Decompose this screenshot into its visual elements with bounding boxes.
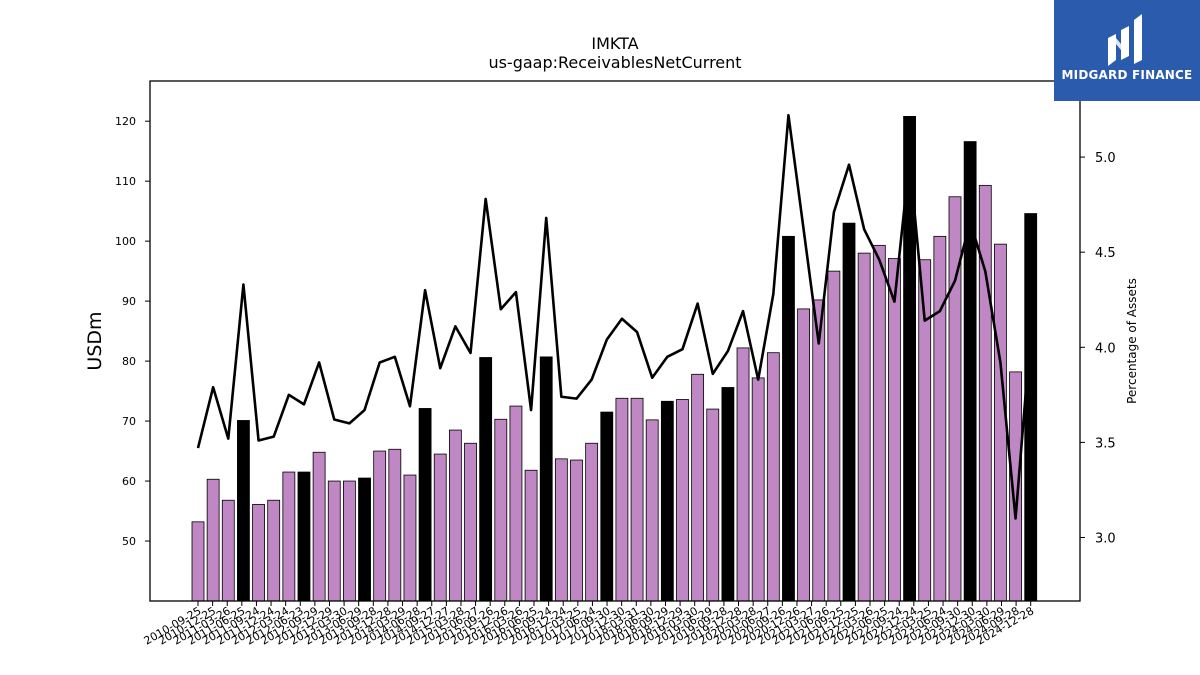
y2-axis-label: Percentage of Assets	[1125, 278, 1139, 404]
bar	[448, 429, 462, 602]
bar-highlight	[963, 141, 977, 602]
chart-subtitle: us-gaap:ReceivablesNetCurrent	[488, 53, 741, 72]
bar	[342, 480, 356, 602]
bar	[827, 270, 841, 602]
y2-tick-label: 3.0	[1095, 531, 1116, 546]
bar	[630, 397, 644, 602]
bar-highlight	[1024, 213, 1038, 602]
y2-axis: 3.0 3.5 4.0 4.5 5.0	[1080, 151, 1116, 546]
bar	[948, 196, 962, 602]
bar-highlight	[721, 387, 735, 602]
y-tick-label: 70	[122, 415, 136, 428]
y2-tick-label: 3.5	[1095, 436, 1116, 451]
bar	[978, 184, 992, 602]
percentage-line	[196, 113, 1032, 520]
bar	[509, 405, 523, 602]
bar	[312, 451, 326, 602]
y-tick-label: 60	[122, 475, 136, 488]
bar	[812, 299, 826, 602]
bar	[221, 499, 235, 602]
bar-highlight	[418, 408, 432, 602]
y-tick-label: 80	[122, 355, 136, 368]
bar	[994, 243, 1007, 602]
bar	[403, 474, 417, 602]
logo-text: MIDGARD FINANCE	[1061, 68, 1193, 82]
y-tick-label: 90	[122, 295, 136, 308]
bar	[872, 244, 886, 602]
y2-tick-label: 5.0	[1095, 151, 1116, 166]
bar	[252, 504, 265, 602]
y2-tick-label: 4.0	[1095, 341, 1116, 356]
bar	[797, 308, 810, 602]
bar	[494, 418, 508, 602]
y-tick-label: 50	[122, 535, 136, 548]
bar	[615, 397, 629, 602]
y2-tick-label: 4.5	[1095, 246, 1116, 261]
y-tick-label: 100	[115, 235, 136, 248]
bar	[464, 442, 477, 602]
bar	[585, 442, 599, 602]
bar-highlight	[358, 477, 371, 602]
bar	[676, 399, 689, 602]
bar	[327, 480, 341, 602]
bar-highlight	[479, 357, 493, 602]
bar-highlight	[297, 471, 311, 602]
bar	[857, 252, 871, 602]
bar	[645, 419, 659, 602]
bar-highlight	[600, 411, 614, 602]
bar	[191, 521, 205, 602]
bar-highlight	[660, 400, 674, 602]
chart-title: IMKTA	[591, 34, 638, 53]
y-axis: 50 60 70 80 90 100 110 120	[115, 115, 150, 548]
bar-series	[191, 115, 1038, 602]
y-axis-label: USDm	[84, 311, 106, 370]
bar	[373, 450, 387, 602]
plot-frame	[149, 80, 1081, 602]
company-logo: MIDGARD FINANCE	[1054, 0, 1200, 101]
bar	[933, 235, 947, 602]
bar	[736, 347, 750, 602]
bar-highlight	[782, 235, 795, 602]
bar	[706, 408, 720, 602]
x-axis: 2010-09-252010-12-252011-03-262011-06-25…	[142, 601, 1036, 648]
bar-highlight	[539, 356, 553, 602]
bar	[888, 258, 901, 602]
bar	[691, 373, 705, 602]
y-tick-label: 120	[115, 115, 136, 128]
bar	[267, 499, 281, 602]
bar-highlight	[237, 420, 250, 602]
bar	[570, 459, 583, 602]
bar	[766, 352, 780, 602]
bar	[524, 469, 538, 602]
bar	[388, 448, 402, 602]
y-tick-label: 110	[115, 175, 136, 188]
bar	[282, 471, 296, 602]
bar	[433, 453, 447, 602]
midgard-logo-icon	[1108, 14, 1142, 66]
bar	[751, 377, 765, 602]
bar-highlight	[842, 222, 856, 602]
line-series	[196, 113, 1032, 520]
bar	[554, 458, 568, 602]
bar	[206, 478, 220, 602]
